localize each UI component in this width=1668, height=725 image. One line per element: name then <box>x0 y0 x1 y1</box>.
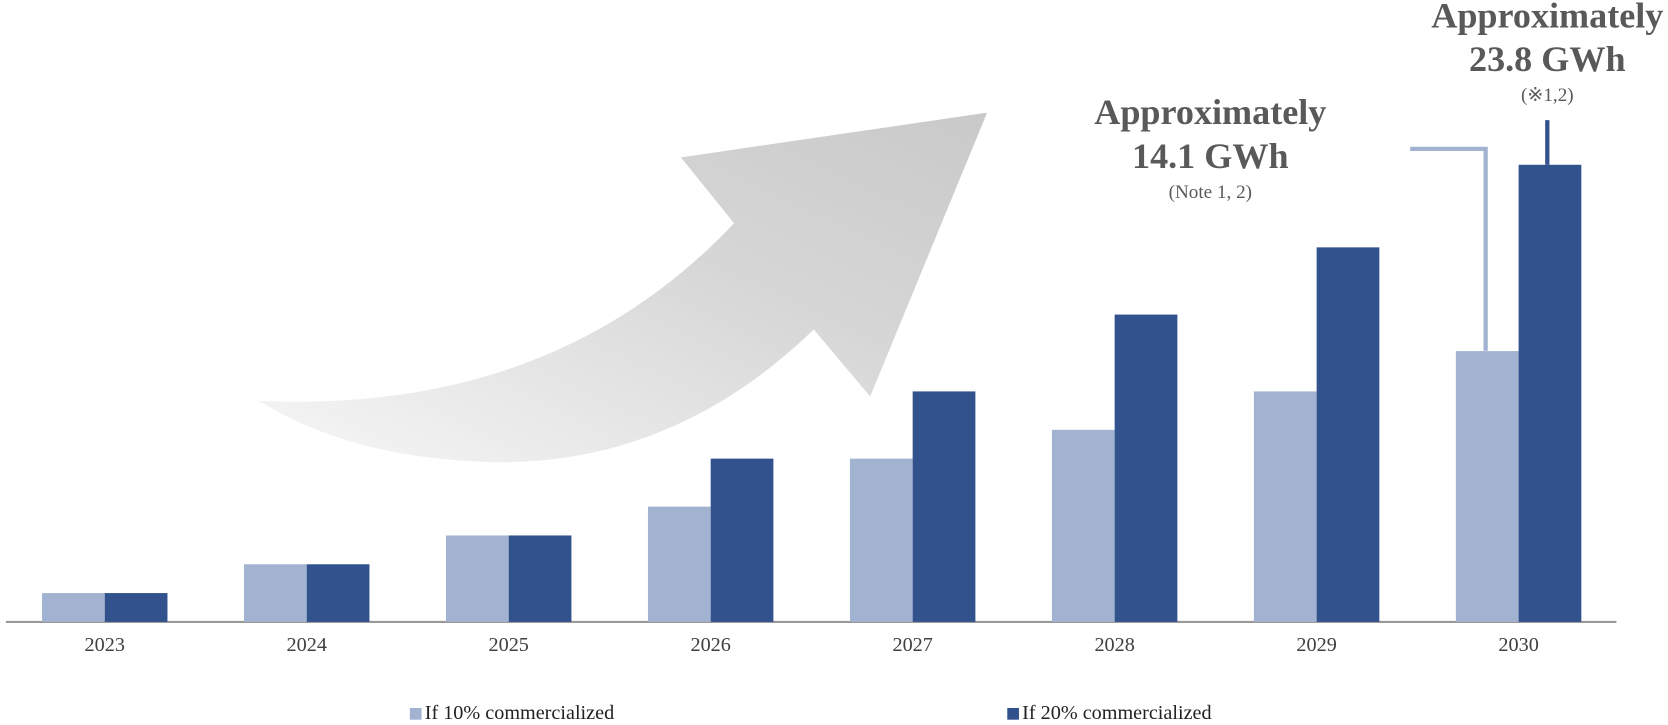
annotation: (Note 1, 2) <box>1169 182 1252 203</box>
growth-arrow <box>258 112 988 463</box>
annotation: Approximately <box>1094 92 1326 132</box>
bar <box>1455 351 1519 622</box>
annotation: 14.1 GWh <box>1132 136 1289 176</box>
bar <box>508 535 572 622</box>
legend-label: If 20% commercialized <box>1022 702 1211 724</box>
bar <box>849 458 913 622</box>
x-tick-label: 2030 <box>1498 634 1538 656</box>
legend-swatch <box>409 707 422 720</box>
bar <box>1253 391 1317 622</box>
x-tick-label: 2024 <box>287 634 327 656</box>
x-tick-label: 2026 <box>690 634 730 656</box>
x-tick-label: 2029 <box>1296 634 1336 656</box>
bar <box>710 458 774 622</box>
bar <box>1051 429 1115 622</box>
annotation: (※1,2) <box>1521 85 1574 106</box>
bar <box>306 564 370 622</box>
bar <box>647 506 711 622</box>
legend-label: If 10% commercialized <box>425 702 614 724</box>
annotation: Approximately <box>1431 0 1663 35</box>
bar <box>912 391 976 622</box>
bar <box>445 535 509 622</box>
bar <box>1316 247 1380 622</box>
x-tick-label: 2023 <box>85 634 125 656</box>
annotation: 23.8 GWh <box>1469 39 1626 79</box>
legend-swatch <box>1007 707 1019 720</box>
x-tick-label: 2028 <box>1094 634 1134 656</box>
bar <box>1114 314 1178 622</box>
annotation-connector <box>1410 146 1488 351</box>
x-tick-label: 2025 <box>489 634 529 656</box>
bar <box>42 593 105 622</box>
bar <box>104 593 168 622</box>
bar <box>244 564 307 622</box>
bar <box>1518 164 1582 622</box>
x-tick-label: 2027 <box>892 634 932 656</box>
